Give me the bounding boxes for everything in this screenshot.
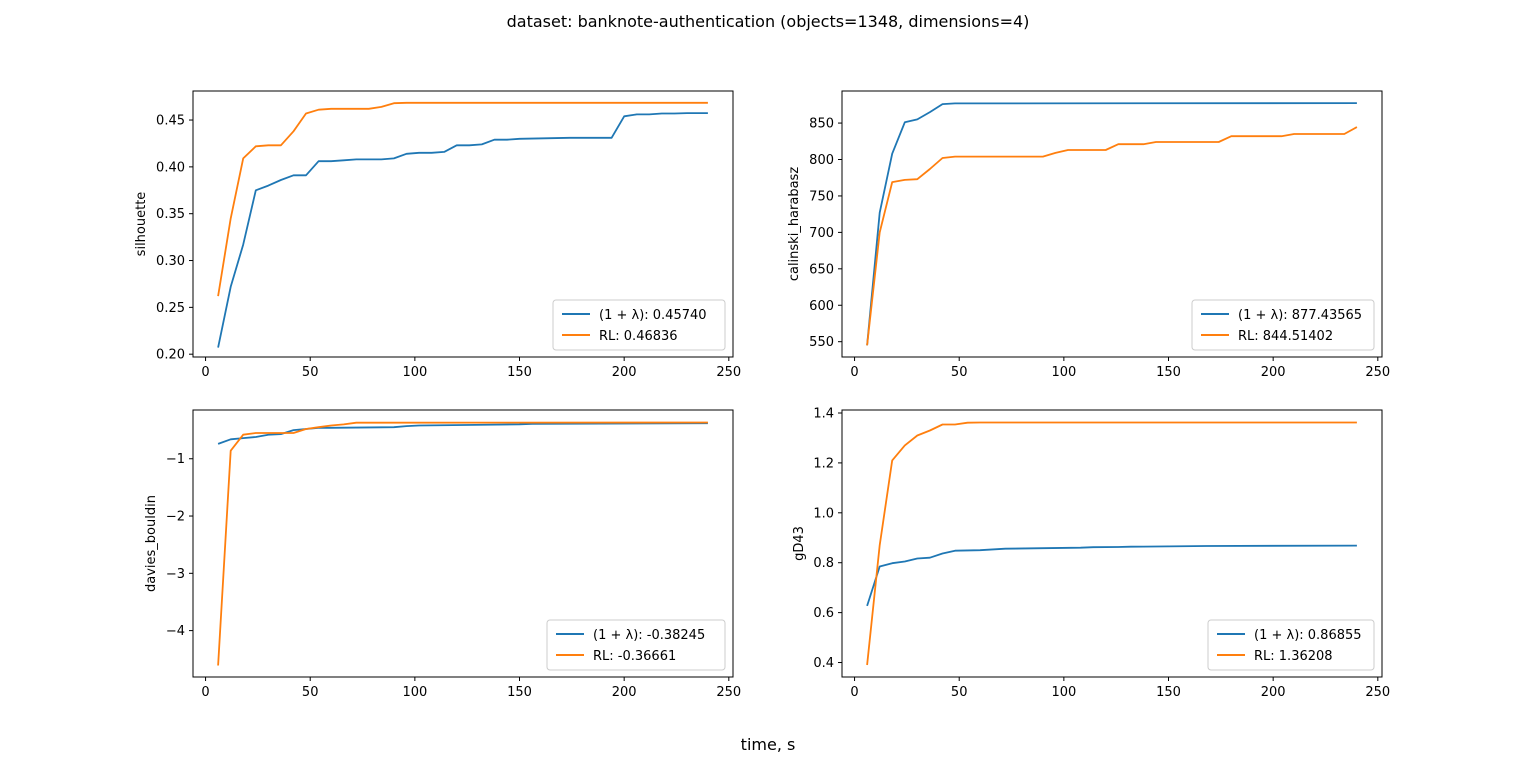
series-line-1 <box>866 102 1357 346</box>
y-tick-label: 0.4 <box>813 656 834 671</box>
x-tick-label: 100 <box>402 365 427 380</box>
subplot-2: 0 50 100 150 200 250 550 600 650 700 750 800 850 cali… <box>787 90 1390 380</box>
axes-frame <box>841 90 1383 358</box>
legend-box <box>546 619 726 671</box>
figure-title: dataset: banknote-authentication (object… <box>506 12 1030 31</box>
x-tick-label: 100 <box>402 685 427 700</box>
y-tick-label: −4 <box>166 624 185 639</box>
axes-frame <box>841 409 1383 678</box>
y-tick-label: 1.2 <box>813 456 834 471</box>
x-tick-label: 50 <box>951 685 968 700</box>
y-tick-label: 0.6 <box>813 606 834 621</box>
series-line-2 <box>217 101 708 297</box>
x-tick-label: 150 <box>507 365 532 380</box>
subplot-4: 0 50 100 150 200 250 0.4 0.6 0.8 1.0 1.2 1.4 gD43 (1 … <box>792 406 1390 700</box>
legend-entry-1: (1 + λ): 0.45740 <box>599 308 707 323</box>
x-tick-label: 250 <box>716 365 741 380</box>
series-line-1 <box>866 544 1357 607</box>
figure-x-axis-label: time, s <box>740 735 796 754</box>
x-tick-label: 200 <box>1261 685 1286 700</box>
legend-entry-2: RL: -0.36661 <box>593 649 676 664</box>
subplot-3: 0 50 100 150 200 250 −4 −3 −2 −1 davies_bouldin (1 … <box>144 409 741 700</box>
axes-frame <box>192 409 734 678</box>
y-tick-label: 1.0 <box>813 506 834 521</box>
y-tick-label: 850 <box>809 117 834 132</box>
x-tick-label: 200 <box>612 685 637 700</box>
legend: (1 + λ): -0.38245 RL: -0.36661 <box>546 619 726 671</box>
legend: (1 + λ): 877.43565 RL: 844.51402 <box>1191 299 1375 351</box>
y-tick-label: 700 <box>809 226 834 241</box>
y-tick-label: 0.25 <box>156 301 185 316</box>
series-line-2 <box>866 126 1358 346</box>
legend-box <box>552 299 726 351</box>
legend-entry-2: RL: 1.36208 <box>1254 649 1333 664</box>
x-tick-label: 200 <box>1261 365 1286 380</box>
x-tick-label: 250 <box>1365 685 1390 700</box>
x-tick-label: 200 <box>612 365 637 380</box>
y-axis-label: silhouette <box>134 192 149 257</box>
legend-entry-2: RL: 0.46836 <box>599 329 678 344</box>
series-line-2 <box>866 421 1357 666</box>
legend-entry-1: (1 + λ): 877.43565 <box>1238 308 1362 323</box>
y-tick-label: −2 <box>166 510 185 525</box>
x-tick-label: 150 <box>507 685 532 700</box>
y-tick-label: 650 <box>809 262 834 277</box>
y-tick-label: 1.4 <box>813 406 834 421</box>
y-tick-label: 550 <box>809 335 834 350</box>
legend-box <box>1191 299 1375 351</box>
y-tick-label: 0.40 <box>156 160 185 175</box>
subplot-1: 0 50 100 150 200 250 0.20 0.25 0.30 0.35 0.40 0.45 s… <box>134 90 741 380</box>
x-tick-label: 250 <box>716 685 741 700</box>
x-tick-label: 250 <box>1365 365 1390 380</box>
y-axis-label: gD43 <box>792 526 807 561</box>
y-tick-label: −3 <box>166 567 185 582</box>
y-axis-label: davies_bouldin <box>144 495 159 592</box>
x-tick-label: 100 <box>1051 365 1076 380</box>
x-tick-label: 50 <box>302 365 319 380</box>
x-tick-label: 0 <box>201 365 209 380</box>
legend-box <box>1207 619 1375 671</box>
axes-frame <box>192 90 734 358</box>
x-tick-label: 0 <box>850 685 858 700</box>
x-tick-label: 150 <box>1156 365 1181 380</box>
x-tick-label: 0 <box>850 365 858 380</box>
y-tick-label: −1 <box>166 452 185 467</box>
legend-entry-1: (1 + λ): -0.38245 <box>593 628 705 643</box>
x-tick-label: 150 <box>1156 685 1181 700</box>
x-tick-label: 50 <box>951 365 968 380</box>
series-line-2 <box>217 421 708 666</box>
x-tick-label: 100 <box>1051 685 1076 700</box>
y-tick-label: 0.20 <box>156 348 185 363</box>
y-tick-label: 0.30 <box>156 254 185 269</box>
legend: (1 + λ): 0.86855 RL: 1.36208 <box>1207 619 1375 671</box>
y-tick-label: 800 <box>809 153 834 168</box>
legend-entry-1: (1 + λ): 0.86855 <box>1254 628 1362 643</box>
y-tick-label: 750 <box>809 189 834 204</box>
legend: (1 + λ): 0.45740 RL: 0.46836 <box>552 299 726 351</box>
y-tick-label: 0.45 <box>156 114 185 129</box>
x-tick-label: 50 <box>302 685 319 700</box>
y-tick-label: 0.35 <box>156 207 185 222</box>
y-tick-label: 0.8 <box>813 556 834 571</box>
series-line-1 <box>217 112 708 348</box>
y-tick-label: 600 <box>809 299 834 314</box>
y-axis-label: calinski_harabasz <box>787 167 802 281</box>
legend-entry-2: RL: 844.51402 <box>1238 329 1333 344</box>
x-tick-label: 0 <box>201 685 209 700</box>
